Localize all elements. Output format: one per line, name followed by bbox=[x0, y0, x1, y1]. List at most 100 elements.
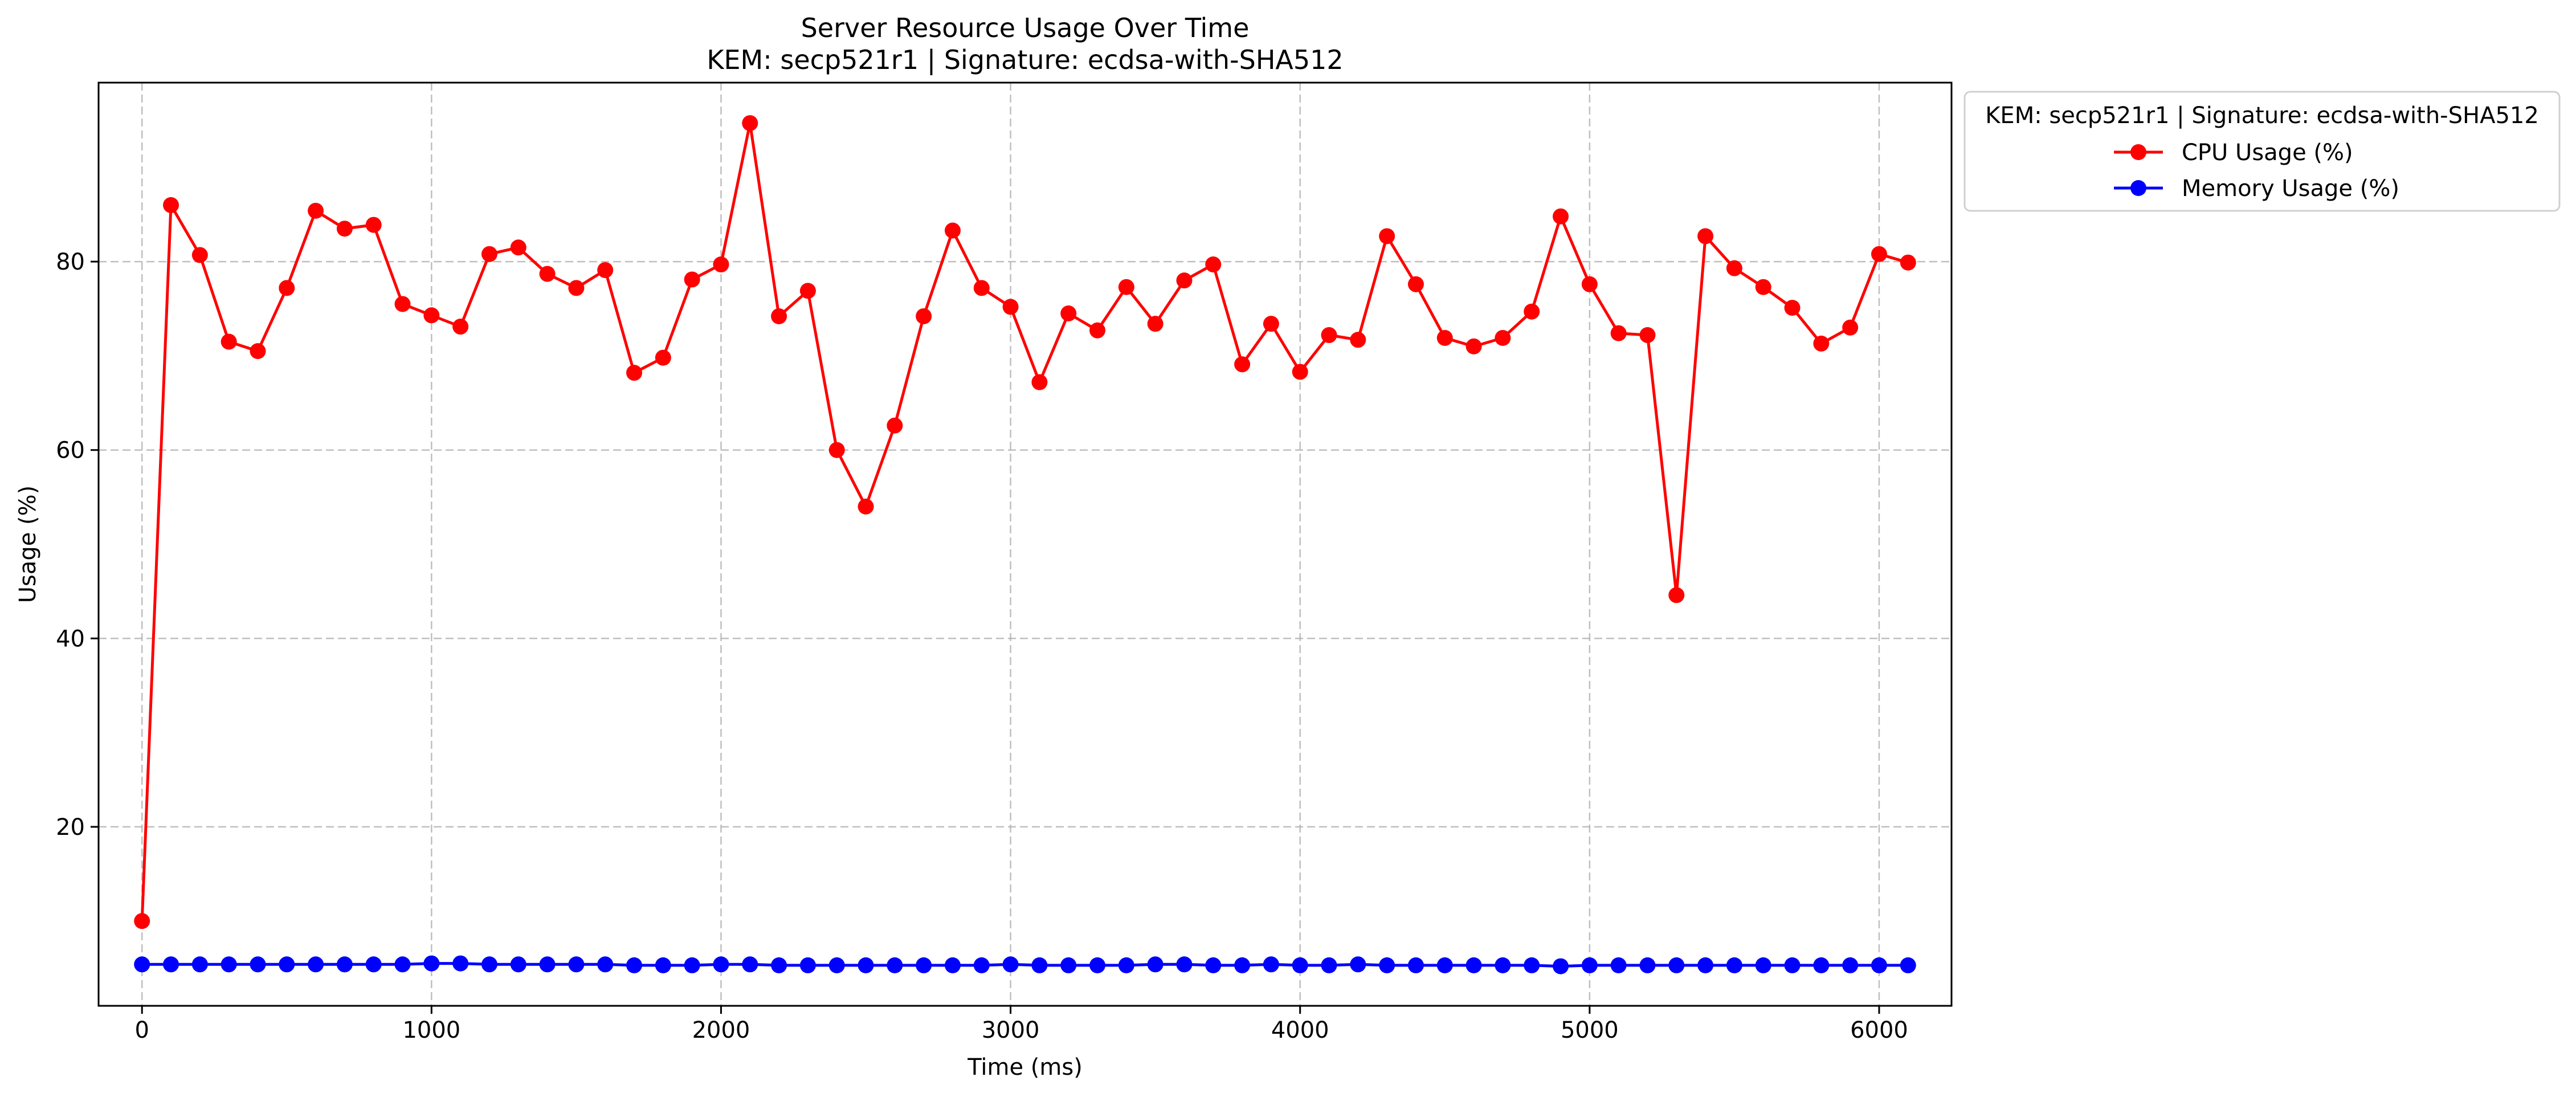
data-point-memory bbox=[1813, 957, 1829, 973]
data-point-memory bbox=[1524, 957, 1540, 973]
data-point-memory bbox=[887, 957, 903, 973]
data-point-memory bbox=[800, 957, 816, 973]
data-point-cpu bbox=[1756, 279, 1771, 295]
data-point-memory bbox=[684, 957, 700, 973]
data-point-memory bbox=[511, 956, 526, 972]
data-point-memory bbox=[1176, 956, 1192, 972]
data-point-memory bbox=[1118, 957, 1134, 973]
data-point-memory bbox=[481, 956, 497, 972]
data-point-cpu bbox=[1263, 316, 1279, 332]
data-point-cpu bbox=[1205, 256, 1221, 272]
data-point-cpu bbox=[1900, 255, 1916, 271]
data-point-memory bbox=[713, 956, 729, 972]
data-point-memory bbox=[1639, 957, 1655, 973]
data-point-cpu bbox=[974, 280, 990, 296]
data-point-cpu bbox=[1321, 327, 1337, 343]
data-point-memory bbox=[858, 957, 874, 973]
data-point-cpu bbox=[452, 319, 468, 335]
data-point-cpu bbox=[1668, 587, 1684, 603]
data-point-memory bbox=[1668, 957, 1684, 973]
data-point-cpu bbox=[481, 246, 497, 262]
data-point-memory bbox=[540, 956, 556, 972]
data-point-cpu bbox=[511, 239, 526, 255]
data-point-memory bbox=[1726, 957, 1742, 973]
data-point-cpu bbox=[1003, 299, 1019, 315]
x-tick-label: 5000 bbox=[1561, 1017, 1619, 1043]
data-point-memory bbox=[597, 956, 613, 972]
data-point-cpu bbox=[1524, 304, 1540, 320]
data-point-cpu bbox=[1292, 364, 1308, 380]
legend-memory-label: Memory Usage (%) bbox=[2182, 176, 2399, 202]
data-point-cpu bbox=[366, 217, 382, 233]
data-point-cpu bbox=[684, 271, 700, 287]
data-point-cpu bbox=[771, 308, 787, 324]
data-point-cpu bbox=[916, 308, 932, 324]
data-point-memory bbox=[742, 956, 758, 972]
data-point-memory bbox=[1611, 957, 1627, 973]
data-point-memory bbox=[1003, 956, 1019, 972]
x-axis-label: Time (ms) bbox=[967, 1054, 1083, 1080]
data-point-cpu bbox=[395, 296, 411, 312]
x-tick-label: 2000 bbox=[692, 1017, 750, 1043]
y-axis-label: Usage (%) bbox=[15, 486, 41, 603]
y-tick-label: 80 bbox=[56, 249, 85, 275]
data-point-cpu bbox=[1842, 320, 1858, 336]
data-point-cpu bbox=[626, 365, 642, 381]
data-point-memory bbox=[1495, 957, 1511, 973]
y-tick-label: 20 bbox=[56, 814, 85, 841]
data-point-memory bbox=[1234, 957, 1250, 973]
data-point-cpu bbox=[1089, 323, 1105, 339]
y-tick-label: 40 bbox=[56, 626, 85, 652]
data-point-cpu bbox=[1466, 339, 1482, 354]
data-point-cpu bbox=[945, 223, 961, 239]
data-point-cpu bbox=[597, 262, 613, 278]
data-point-cpu bbox=[1031, 374, 1047, 390]
x-tick-label: 6000 bbox=[1850, 1017, 1908, 1043]
data-point-cpu bbox=[279, 280, 295, 296]
legend: KEM: secp521r1 | Signature: ecdsa-with-S… bbox=[1965, 92, 2559, 211]
data-point-cpu bbox=[655, 350, 671, 366]
x-tick-label: 4000 bbox=[1271, 1017, 1329, 1043]
data-point-cpu bbox=[1379, 228, 1395, 244]
data-point-memory bbox=[655, 957, 671, 973]
x-tick-label: 3000 bbox=[982, 1017, 1040, 1043]
data-point-cpu bbox=[221, 334, 237, 350]
data-point-memory bbox=[221, 956, 237, 972]
data-point-memory bbox=[1379, 957, 1395, 973]
data-point-memory bbox=[395, 956, 411, 972]
data-point-cpu bbox=[1611, 325, 1627, 341]
chart-subtitle: KEM: secp521r1 | Signature: ecdsa-with-S… bbox=[707, 44, 1343, 76]
chart-title: Server Resource Usage Over Time bbox=[801, 13, 1250, 43]
legend-cpu-label: CPU Usage (%) bbox=[2182, 140, 2353, 166]
x-tick-label: 0 bbox=[134, 1017, 149, 1043]
data-point-memory bbox=[1871, 957, 1887, 973]
data-point-cpu bbox=[337, 221, 353, 236]
data-point-cpu bbox=[1582, 276, 1598, 292]
data-point-cpu bbox=[1437, 330, 1453, 346]
y-tick-label: 60 bbox=[56, 438, 85, 464]
data-point-memory bbox=[279, 956, 295, 972]
data-point-memory bbox=[1350, 956, 1366, 972]
data-point-memory bbox=[916, 957, 932, 973]
data-point-cpu bbox=[1176, 272, 1192, 288]
data-point-cpu bbox=[1118, 279, 1134, 295]
data-point-memory bbox=[250, 956, 266, 972]
data-point-memory bbox=[366, 956, 382, 972]
data-point-memory bbox=[1408, 957, 1424, 973]
data-point-cpu bbox=[1060, 305, 1076, 321]
data-point-memory bbox=[568, 956, 584, 972]
data-point-memory bbox=[771, 957, 787, 973]
data-point-cpu bbox=[1785, 300, 1801, 316]
data-point-cpu bbox=[568, 280, 584, 296]
data-point-memory bbox=[974, 957, 990, 973]
data-point-cpu bbox=[423, 307, 439, 323]
data-point-cpu bbox=[713, 256, 729, 272]
x-tick-label: 1000 bbox=[402, 1017, 460, 1043]
data-point-memory bbox=[337, 956, 353, 972]
data-point-memory bbox=[1437, 957, 1453, 973]
data-point-cpu bbox=[308, 203, 324, 219]
legend-cpu-marker bbox=[2130, 144, 2146, 160]
data-point-memory bbox=[423, 956, 439, 972]
data-point-memory bbox=[1842, 957, 1858, 973]
data-point-cpu bbox=[829, 442, 845, 458]
